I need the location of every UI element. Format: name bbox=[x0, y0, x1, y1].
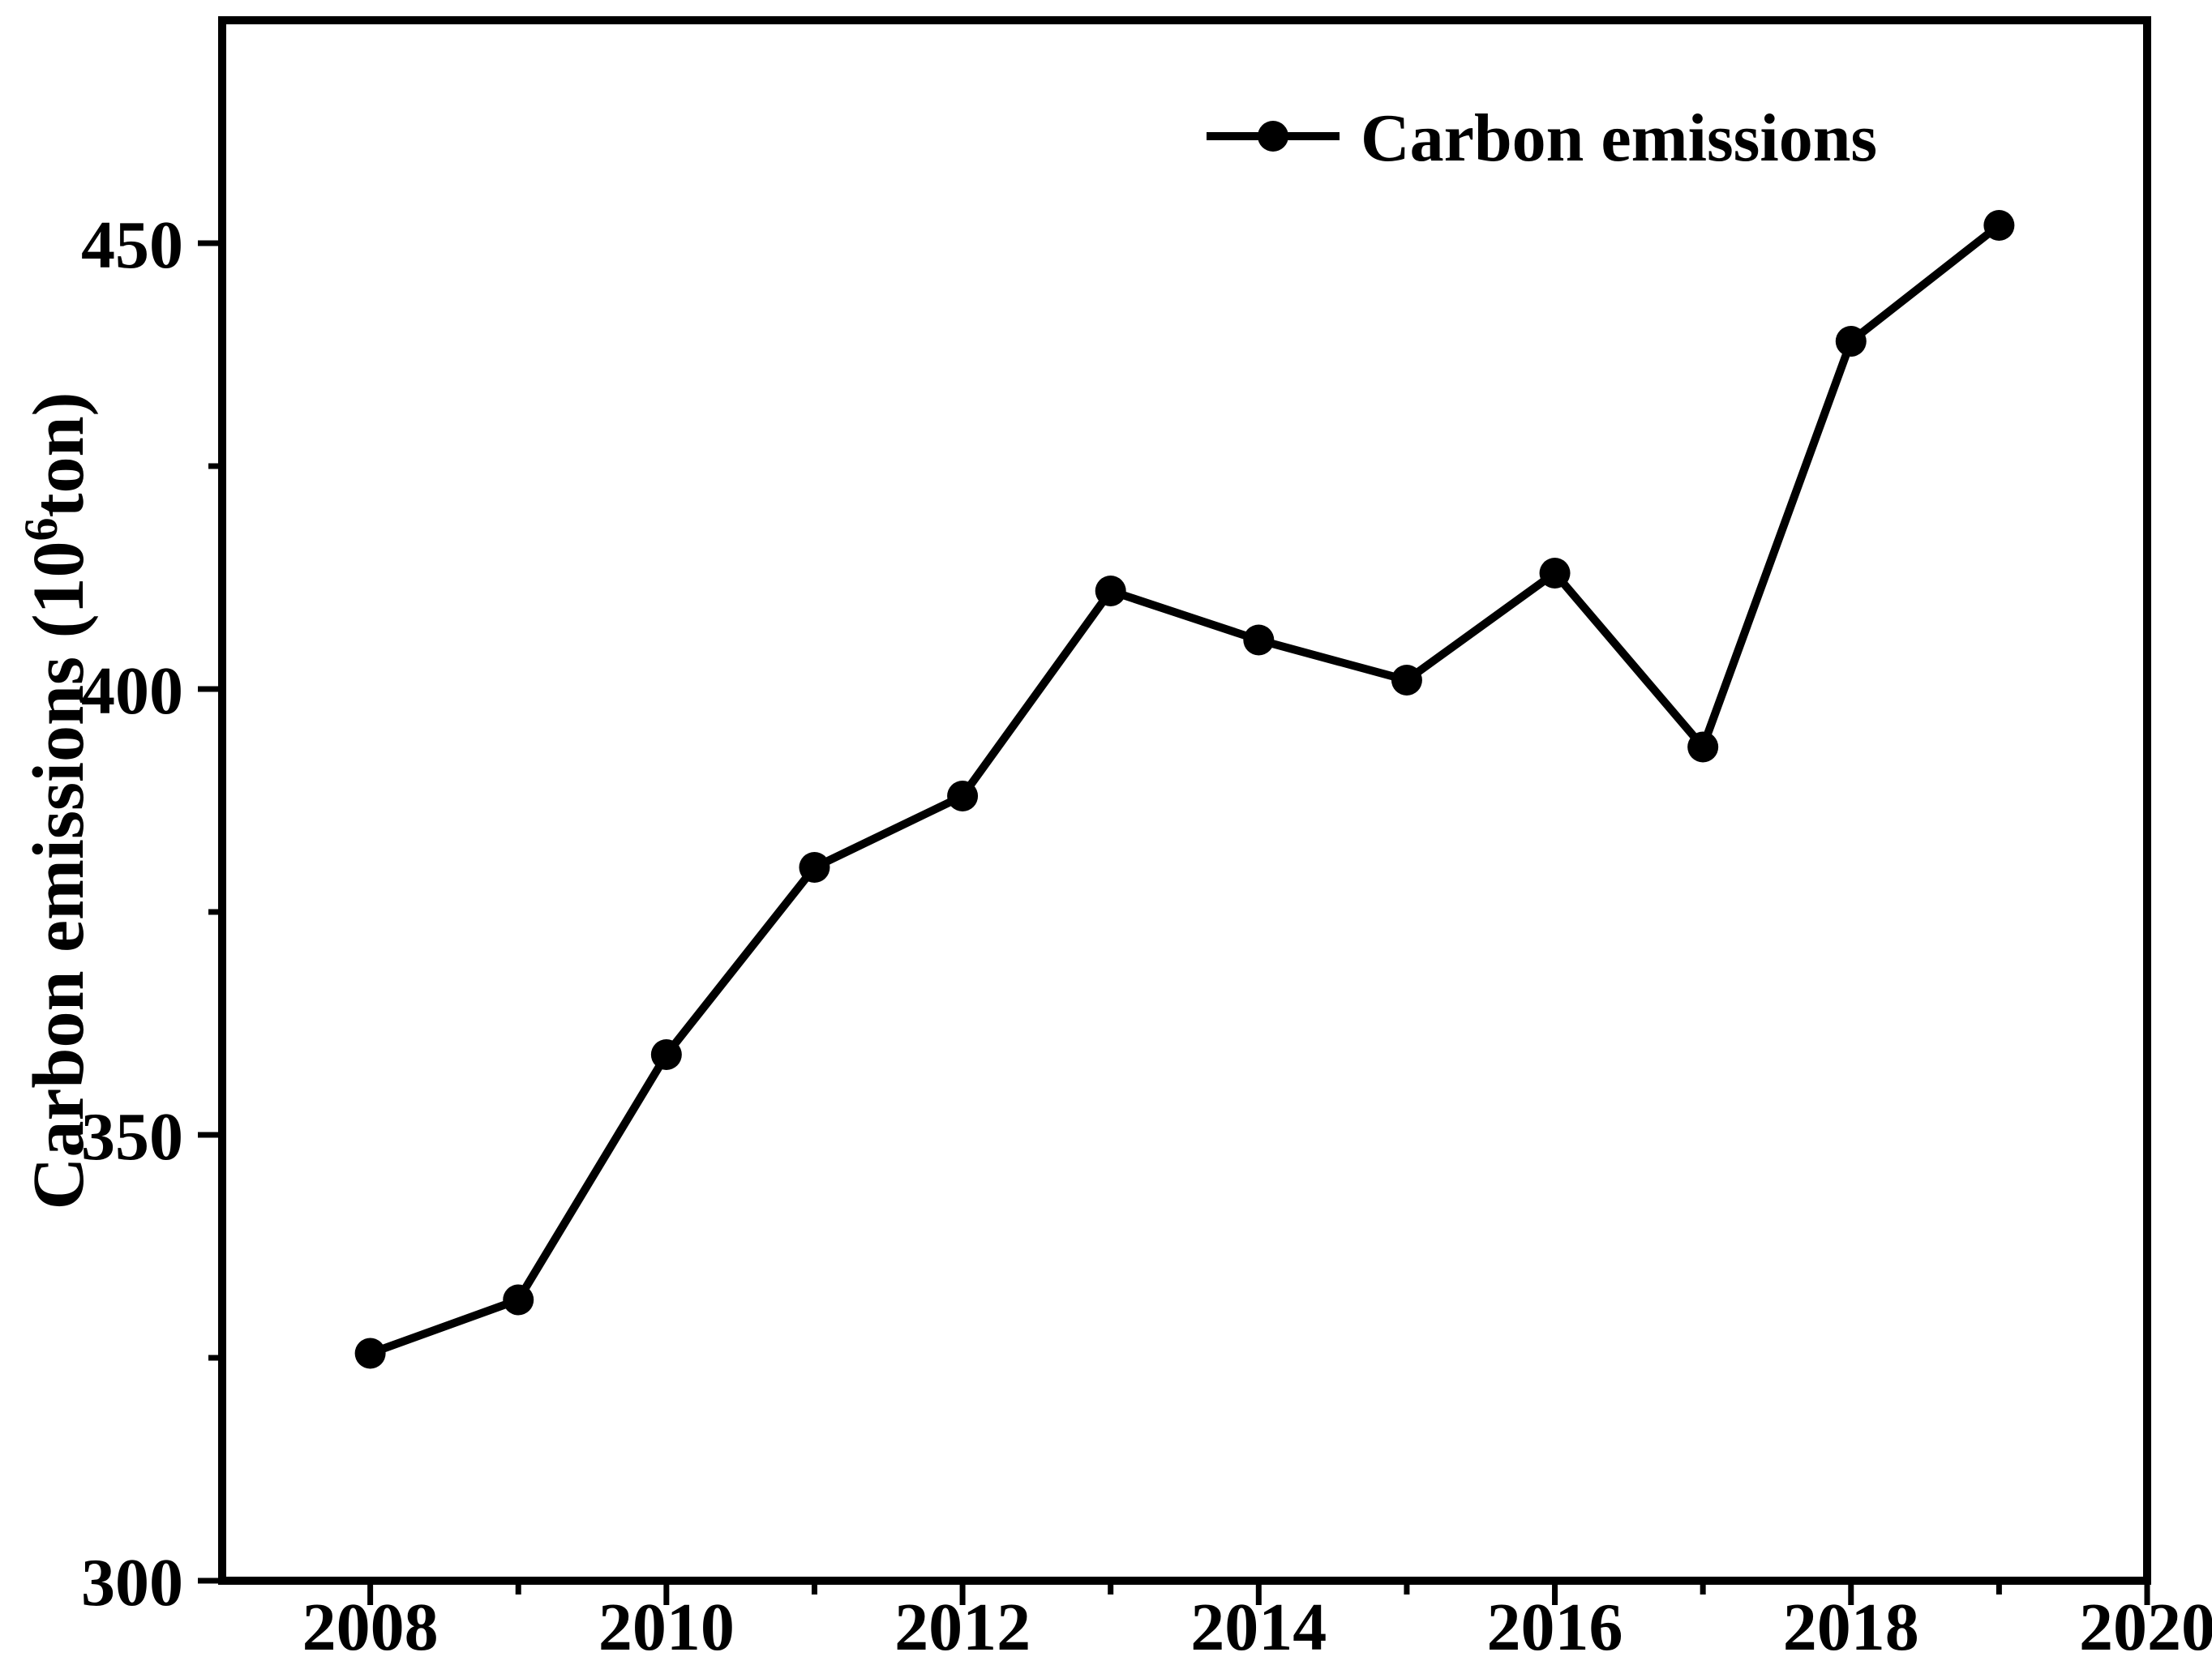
data-point-marker bbox=[1391, 665, 1422, 696]
data-point-marker bbox=[1539, 558, 1571, 589]
plot-border bbox=[218, 16, 2151, 1585]
y-axis-tick-label: 300 bbox=[81, 1545, 183, 1620]
legend-marker-icon bbox=[1258, 121, 1288, 152]
data-point-marker bbox=[1243, 624, 1275, 656]
data-point-marker bbox=[503, 1284, 534, 1316]
y-axis-title: Carbon emissions (106ton) bbox=[15, 392, 99, 1209]
y-axis-tick-label: 450 bbox=[81, 208, 183, 283]
y-axis-tick-label: 400 bbox=[81, 653, 183, 729]
x-axis-tick-label: 2016 bbox=[1487, 1590, 1623, 1665]
x-axis-tick-label: 2008 bbox=[302, 1590, 439, 1665]
legend-label: Carbon emissions bbox=[1361, 101, 1877, 176]
x-axis-tick-label: 2014 bbox=[1190, 1590, 1327, 1665]
data-point-marker bbox=[947, 781, 979, 811]
data-point-marker bbox=[799, 852, 830, 883]
data-point-marker bbox=[1835, 326, 1867, 357]
data-point-marker bbox=[354, 1338, 386, 1369]
data-point-marker bbox=[1687, 731, 1719, 763]
x-axis-tick-label: 2010 bbox=[598, 1590, 735, 1665]
data-point-marker bbox=[1983, 210, 2015, 241]
data-line bbox=[368, 222, 2002, 1358]
x-axis-tick-label: 2012 bbox=[894, 1590, 1031, 1665]
x-axis-tick-label: 2020 bbox=[2079, 1590, 2212, 1665]
y-axis-tick-label: 350 bbox=[81, 1099, 183, 1175]
data-point-marker bbox=[1095, 576, 1126, 606]
x-axis-tick-label: 2018 bbox=[1783, 1590, 1919, 1665]
data-point-marker bbox=[650, 1039, 682, 1070]
